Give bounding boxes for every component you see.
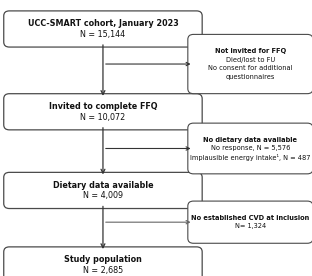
Text: N = 15,144: N = 15,144 <box>80 30 125 39</box>
Text: Implausible energy intake¹, N = 487: Implausible energy intake¹, N = 487 <box>190 153 311 161</box>
Text: No response, N = 5,576: No response, N = 5,576 <box>211 145 290 152</box>
FancyBboxPatch shape <box>188 34 312 94</box>
Text: No dietary data available: No dietary data available <box>203 137 297 143</box>
FancyBboxPatch shape <box>4 11 202 47</box>
Text: N = 4,009: N = 4,009 <box>83 191 123 200</box>
Text: UCC-SMART cohort, January 2023: UCC-SMART cohort, January 2023 <box>27 19 178 28</box>
Text: Died/lost to FU: Died/lost to FU <box>226 57 275 63</box>
Text: Not invited for FFQ: Not invited for FFQ <box>215 48 286 54</box>
Text: Dietary data available: Dietary data available <box>53 181 153 190</box>
FancyBboxPatch shape <box>188 201 312 243</box>
Text: No consent for additional: No consent for additional <box>208 65 293 71</box>
FancyBboxPatch shape <box>4 247 202 276</box>
Text: Study population: Study population <box>64 255 142 264</box>
Text: N= 1,324: N= 1,324 <box>235 224 266 229</box>
Text: Invited to complete FFQ: Invited to complete FFQ <box>49 102 157 111</box>
FancyBboxPatch shape <box>4 172 202 209</box>
FancyBboxPatch shape <box>4 94 202 130</box>
Text: N = 2,685: N = 2,685 <box>83 266 123 275</box>
FancyBboxPatch shape <box>188 123 312 174</box>
Text: No established CVD at inclusion: No established CVD at inclusion <box>191 215 310 221</box>
Text: N = 10,072: N = 10,072 <box>80 113 126 122</box>
Text: questionnaires: questionnaires <box>226 74 275 80</box>
